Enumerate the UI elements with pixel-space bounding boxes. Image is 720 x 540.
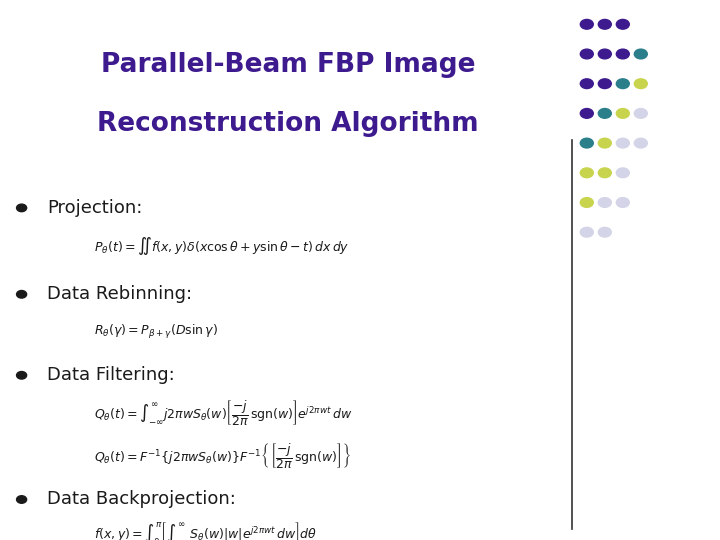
Text: $Q_{\theta}(t) = \int_{-\infty}^{\infty} j2\pi w S_{\theta}(w)\left[\dfrac{-j}{2: $Q_{\theta}(t) = \int_{-\infty}^{\infty}… [94,398,352,428]
Circle shape [634,109,647,118]
Text: Parallel-Beam FBP Image: Parallel-Beam FBP Image [101,52,475,78]
Circle shape [598,198,611,207]
Circle shape [598,227,611,237]
Text: Reconstruction Algorithm: Reconstruction Algorithm [97,111,479,137]
Circle shape [616,109,629,118]
Circle shape [616,19,629,29]
Circle shape [616,168,629,178]
Text: Data Rebinning:: Data Rebinning: [47,285,192,303]
Circle shape [580,227,593,237]
Circle shape [580,138,593,148]
Circle shape [598,168,611,178]
Circle shape [598,109,611,118]
Circle shape [598,49,611,59]
Circle shape [634,79,647,89]
Text: $R_{\theta}(\gamma) = P_{\beta+\gamma}(D\sin\gamma)$: $R_{\theta}(\gamma) = P_{\beta+\gamma}(D… [94,323,217,341]
Circle shape [598,138,611,148]
Circle shape [616,49,629,59]
Circle shape [616,79,629,89]
Circle shape [580,109,593,118]
Text: Data Backprojection:: Data Backprojection: [47,490,235,509]
Circle shape [598,79,611,89]
Circle shape [634,138,647,148]
Circle shape [616,138,629,148]
Circle shape [580,79,593,89]
Text: $f(x,y) = \int_0^{\pi}\left[\int_{-\infty}^{\infty} S_{\theta}(w)|w|e^{j2\pi wt}: $f(x,y) = \int_0^{\pi}\left[\int_{-\inft… [94,520,317,540]
Circle shape [634,49,647,59]
Text: $Q_{\theta}(t) = F^{-1}\left\{j2\pi w S_{\theta}(w)\right\}F^{-1}\left\{\left[\d: $Q_{\theta}(t) = F^{-1}\left\{j2\pi w S_… [94,441,351,471]
Circle shape [17,204,27,212]
Circle shape [580,198,593,207]
Circle shape [17,496,27,503]
Circle shape [17,372,27,379]
Circle shape [598,19,611,29]
Circle shape [616,198,629,207]
Text: Data Filtering:: Data Filtering: [47,366,174,384]
Text: Projection:: Projection: [47,199,142,217]
Circle shape [580,49,593,59]
Text: $P_{\theta}(t) = \iint f(x,y)\delta(x\cos\theta + y\sin\theta - t)\,dx\,dy$: $P_{\theta}(t) = \iint f(x,y)\delta(x\co… [94,235,349,256]
Circle shape [580,19,593,29]
Circle shape [580,168,593,178]
Circle shape [17,291,27,298]
